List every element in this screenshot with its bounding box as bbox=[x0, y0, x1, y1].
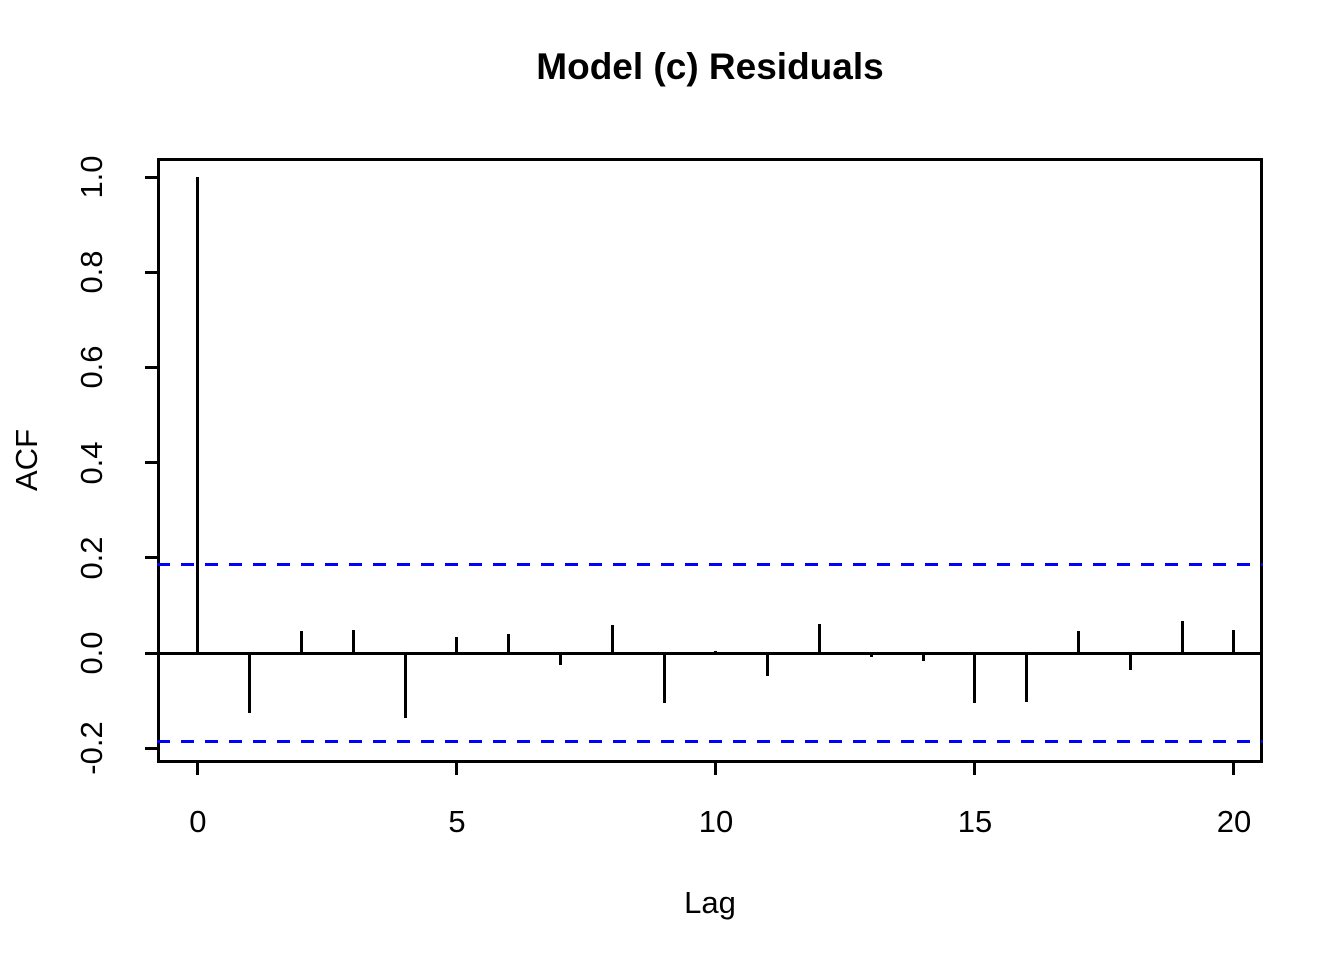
y-tick-label: 0.8 bbox=[74, 250, 109, 294]
acf-spike-lag-18 bbox=[1128, 653, 1132, 671]
acf-spike-lag-0 bbox=[196, 177, 200, 654]
y-tick-label: 0.2 bbox=[74, 536, 109, 580]
zero-line bbox=[157, 651, 1263, 655]
acf-spike-lag-8 bbox=[610, 625, 614, 654]
acf-spike-lag-17 bbox=[1077, 631, 1081, 654]
x-tick-label: 10 bbox=[698, 804, 734, 839]
acf-spike-lag-11 bbox=[766, 653, 770, 676]
acf-spike-lag-2 bbox=[300, 631, 304, 654]
acf-spike-lag-16 bbox=[1025, 653, 1029, 702]
y-axis-tick bbox=[145, 175, 157, 179]
chart-title: Model (c) Residuals bbox=[536, 46, 884, 87]
y-axis-tick bbox=[145, 556, 157, 560]
y-tick-label: 0.6 bbox=[74, 345, 109, 389]
acf-spike-lag-1 bbox=[248, 653, 252, 713]
y-axis-tick bbox=[145, 365, 157, 369]
acf-spike-lag-4 bbox=[403, 653, 407, 719]
x-axis-tick bbox=[455, 763, 459, 775]
acf-spike-lag-5 bbox=[455, 637, 459, 654]
y-tick-label: 1.0 bbox=[74, 155, 109, 199]
lower-confidence-line bbox=[157, 739, 1263, 743]
x-axis-tick bbox=[714, 763, 718, 775]
x-tick-label: 15 bbox=[957, 804, 993, 839]
acf-spike-lag-6 bbox=[507, 634, 511, 654]
acf-spike-lag-19 bbox=[1180, 621, 1184, 654]
x-axis-tick bbox=[196, 763, 200, 775]
y-tick-label: -0.2 bbox=[74, 721, 109, 775]
x-axis-tick bbox=[1232, 763, 1236, 775]
y-tick-label: 0.0 bbox=[74, 631, 109, 675]
x-tick-label: 0 bbox=[189, 804, 207, 839]
acf-spike-lag-9 bbox=[662, 653, 666, 703]
acf-spike-lag-3 bbox=[351, 630, 355, 654]
x-axis-label: Lag bbox=[684, 885, 736, 920]
plot-area bbox=[157, 158, 1263, 763]
y-axis-label: ACF bbox=[9, 429, 44, 491]
acf-spike-lag-12 bbox=[818, 624, 822, 654]
upper-confidence-line bbox=[157, 563, 1263, 567]
acf-spike-lag-15 bbox=[973, 653, 977, 703]
acf-spike-lag-20 bbox=[1232, 630, 1236, 654]
acf-spike-lag-13 bbox=[869, 653, 873, 657]
acf-spike-lag-10 bbox=[714, 650, 718, 654]
x-tick-label: 20 bbox=[1216, 804, 1252, 839]
acf-spike-lag-7 bbox=[559, 653, 563, 665]
y-tick-label: 0.4 bbox=[74, 441, 109, 485]
acf-spike-lag-14 bbox=[921, 653, 925, 661]
x-axis-tick bbox=[973, 763, 977, 775]
y-axis-tick bbox=[145, 461, 157, 465]
x-tick-label: 5 bbox=[448, 804, 466, 839]
y-axis-tick bbox=[145, 651, 157, 655]
y-axis-tick bbox=[145, 270, 157, 274]
y-axis-tick bbox=[145, 746, 157, 750]
